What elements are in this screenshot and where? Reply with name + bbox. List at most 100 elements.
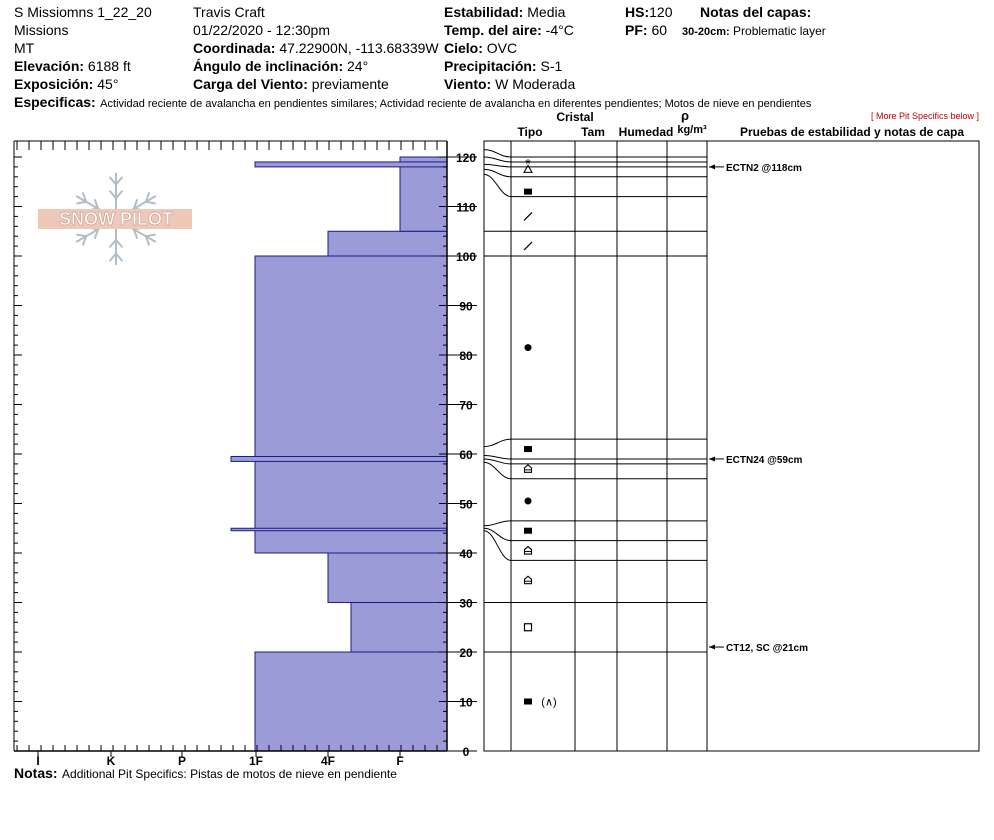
pf-field: PF: 60 [625, 22, 667, 38]
elevation-value: 6188 ft [87, 58, 131, 74]
notes-text: Additional Pit Specifics: Pistas de moto… [62, 767, 397, 781]
test-arrow-icon [709, 164, 715, 170]
grain-fragment-symbol [523, 211, 533, 221]
logo-text: SNOW PILOT [59, 209, 173, 229]
grain-extra-symbol: (∧) [541, 697, 556, 709]
wind-load-value: previamente [311, 76, 389, 92]
grain-rounded-symbol [524, 344, 532, 352]
thin-layer-bar [230, 455, 448, 462]
incline-field: Ángulo de inclinación: 24° [193, 58, 368, 74]
grain-faceted-symbol [524, 188, 532, 195]
layer-connector [483, 163, 512, 168]
layer-connector [483, 454, 512, 460]
rho-header: ρ [681, 108, 689, 123]
precip-field: Precipitación: S-1 [444, 58, 562, 74]
logo-banner [38, 209, 192, 229]
hs-label: HS: [625, 4, 650, 20]
air-temp-field: Temp. del aire: -4°C [444, 22, 574, 38]
depth-tick-label: 40 [459, 547, 473, 561]
wind-value: W Moderada [495, 76, 576, 92]
incline-label: Ángulo de inclinación: [193, 58, 344, 74]
stability-test-label: CT12, SC @21cm [726, 643, 808, 654]
cristal-header: Cristal [556, 110, 593, 124]
snowflake-branch [76, 233, 87, 238]
elevation-field: Elevación: 6188 ft [14, 58, 131, 74]
wind-label: Viento: [444, 76, 492, 92]
snowflake-branch [93, 198, 100, 209]
notes-field: Notas: Additional Pit Specifics: Pistas … [14, 765, 397, 783]
depth-tick-label: 10 [459, 696, 473, 710]
layer-connector [483, 438, 512, 448]
snowflake-branch [81, 192, 88, 203]
incline-value: 24° [347, 58, 369, 74]
grain-depth-hoar-symbol [523, 464, 533, 473]
grain-depth-hoar-symbol [523, 575, 533, 585]
layer-connector [483, 458, 512, 465]
coordinate-value: 47.22900N, -113.68339W [279, 40, 439, 56]
snowflake-branch [115, 252, 124, 262]
snowflake-branch [132, 198, 139, 209]
depth-tick-label: 0 [463, 745, 470, 759]
density-unit-header: kg/m³ [677, 124, 707, 136]
hardness-bar [254, 255, 448, 554]
observer-name: Travis Craft [193, 4, 265, 20]
hs-field: HS:120 [625, 4, 672, 20]
hardness-tick-label: K [107, 754, 116, 768]
snowflake-branch [144, 235, 151, 246]
stability-test-label: ECTN24 @59cm [726, 455, 803, 466]
stability-field: Estabilidad: Media [444, 4, 565, 20]
snowflake-branch [132, 229, 139, 240]
wind-load-label: Carga del Viento: [193, 76, 308, 92]
layer-note-range: 30-20cm: [682, 26, 730, 38]
layer-connector [483, 530, 512, 561]
hardness-bar [327, 230, 448, 257]
depth-tick-label: 70 [459, 399, 473, 413]
hardness-tick-label: 4F [321, 754, 335, 768]
snowflake-branch [76, 200, 87, 205]
area-name: Missions [14, 22, 69, 38]
elevation-label: Elevación: [14, 58, 85, 74]
snowflake-branch [145, 200, 156, 205]
sky-field: Cielo: OVC [444, 40, 517, 56]
sky-value: OVC [486, 40, 518, 56]
aspect-label: Exposición: [14, 76, 94, 92]
layer-note: 30-20cm: Problematic layer [682, 24, 826, 38]
depth-tick-label: 30 [459, 597, 473, 611]
tipo-header: Tipo [517, 125, 542, 139]
air-temp-value: -4°C [545, 22, 574, 38]
notes-label: Notas: [14, 765, 58, 781]
hardness-tick-label: P [178, 754, 186, 768]
grain-triangle-symbol [523, 164, 533, 173]
precip-label: Precipitación: [444, 58, 537, 74]
snowpilot-logo: SNOW PILOT [38, 173, 192, 265]
snowflake-branch [144, 192, 151, 203]
hardness-bar [327, 552, 448, 603]
depth-tick-label: 120 [456, 151, 476, 165]
table-frame [483, 140, 980, 752]
snowflake-branch [115, 176, 124, 186]
tests-header: Pruebas de estabilidad y notas de capa [740, 125, 964, 139]
layer-note-text: Problematic layer [733, 24, 826, 38]
depth-tick-label: 100 [456, 250, 476, 264]
depth-tick-label: 110 [456, 201, 476, 215]
grain-star-symbol: * [525, 155, 531, 171]
air-temp-label: Temp. del aire: [444, 22, 542, 38]
more-specifics-link[interactable]: [ More Pit Specifics below ] [871, 111, 980, 121]
specifics-field: Especificas: Actividad reciente de avala… [14, 94, 811, 112]
pit-datetime: 01/22/2020 - 12:30pm [193, 22, 330, 38]
grain-faceted-symbol [524, 446, 532, 453]
depth-tick-label: 20 [459, 646, 473, 660]
precip-value: S-1 [540, 58, 563, 74]
sky-label: Cielo: [444, 40, 483, 56]
layer-connector [483, 461, 512, 480]
coordinate-label: Coordinada: [193, 40, 276, 56]
humedad-header: Humedad [619, 125, 674, 139]
aspect-field: Exposición: 45° [14, 76, 118, 92]
snowflake-branch [108, 252, 117, 262]
pf-value: 60 [651, 22, 668, 38]
snowflake-branch [108, 190, 117, 199]
layer-connector [483, 520, 512, 527]
layer-connector [483, 156, 512, 163]
snowflake-branch [115, 190, 124, 199]
